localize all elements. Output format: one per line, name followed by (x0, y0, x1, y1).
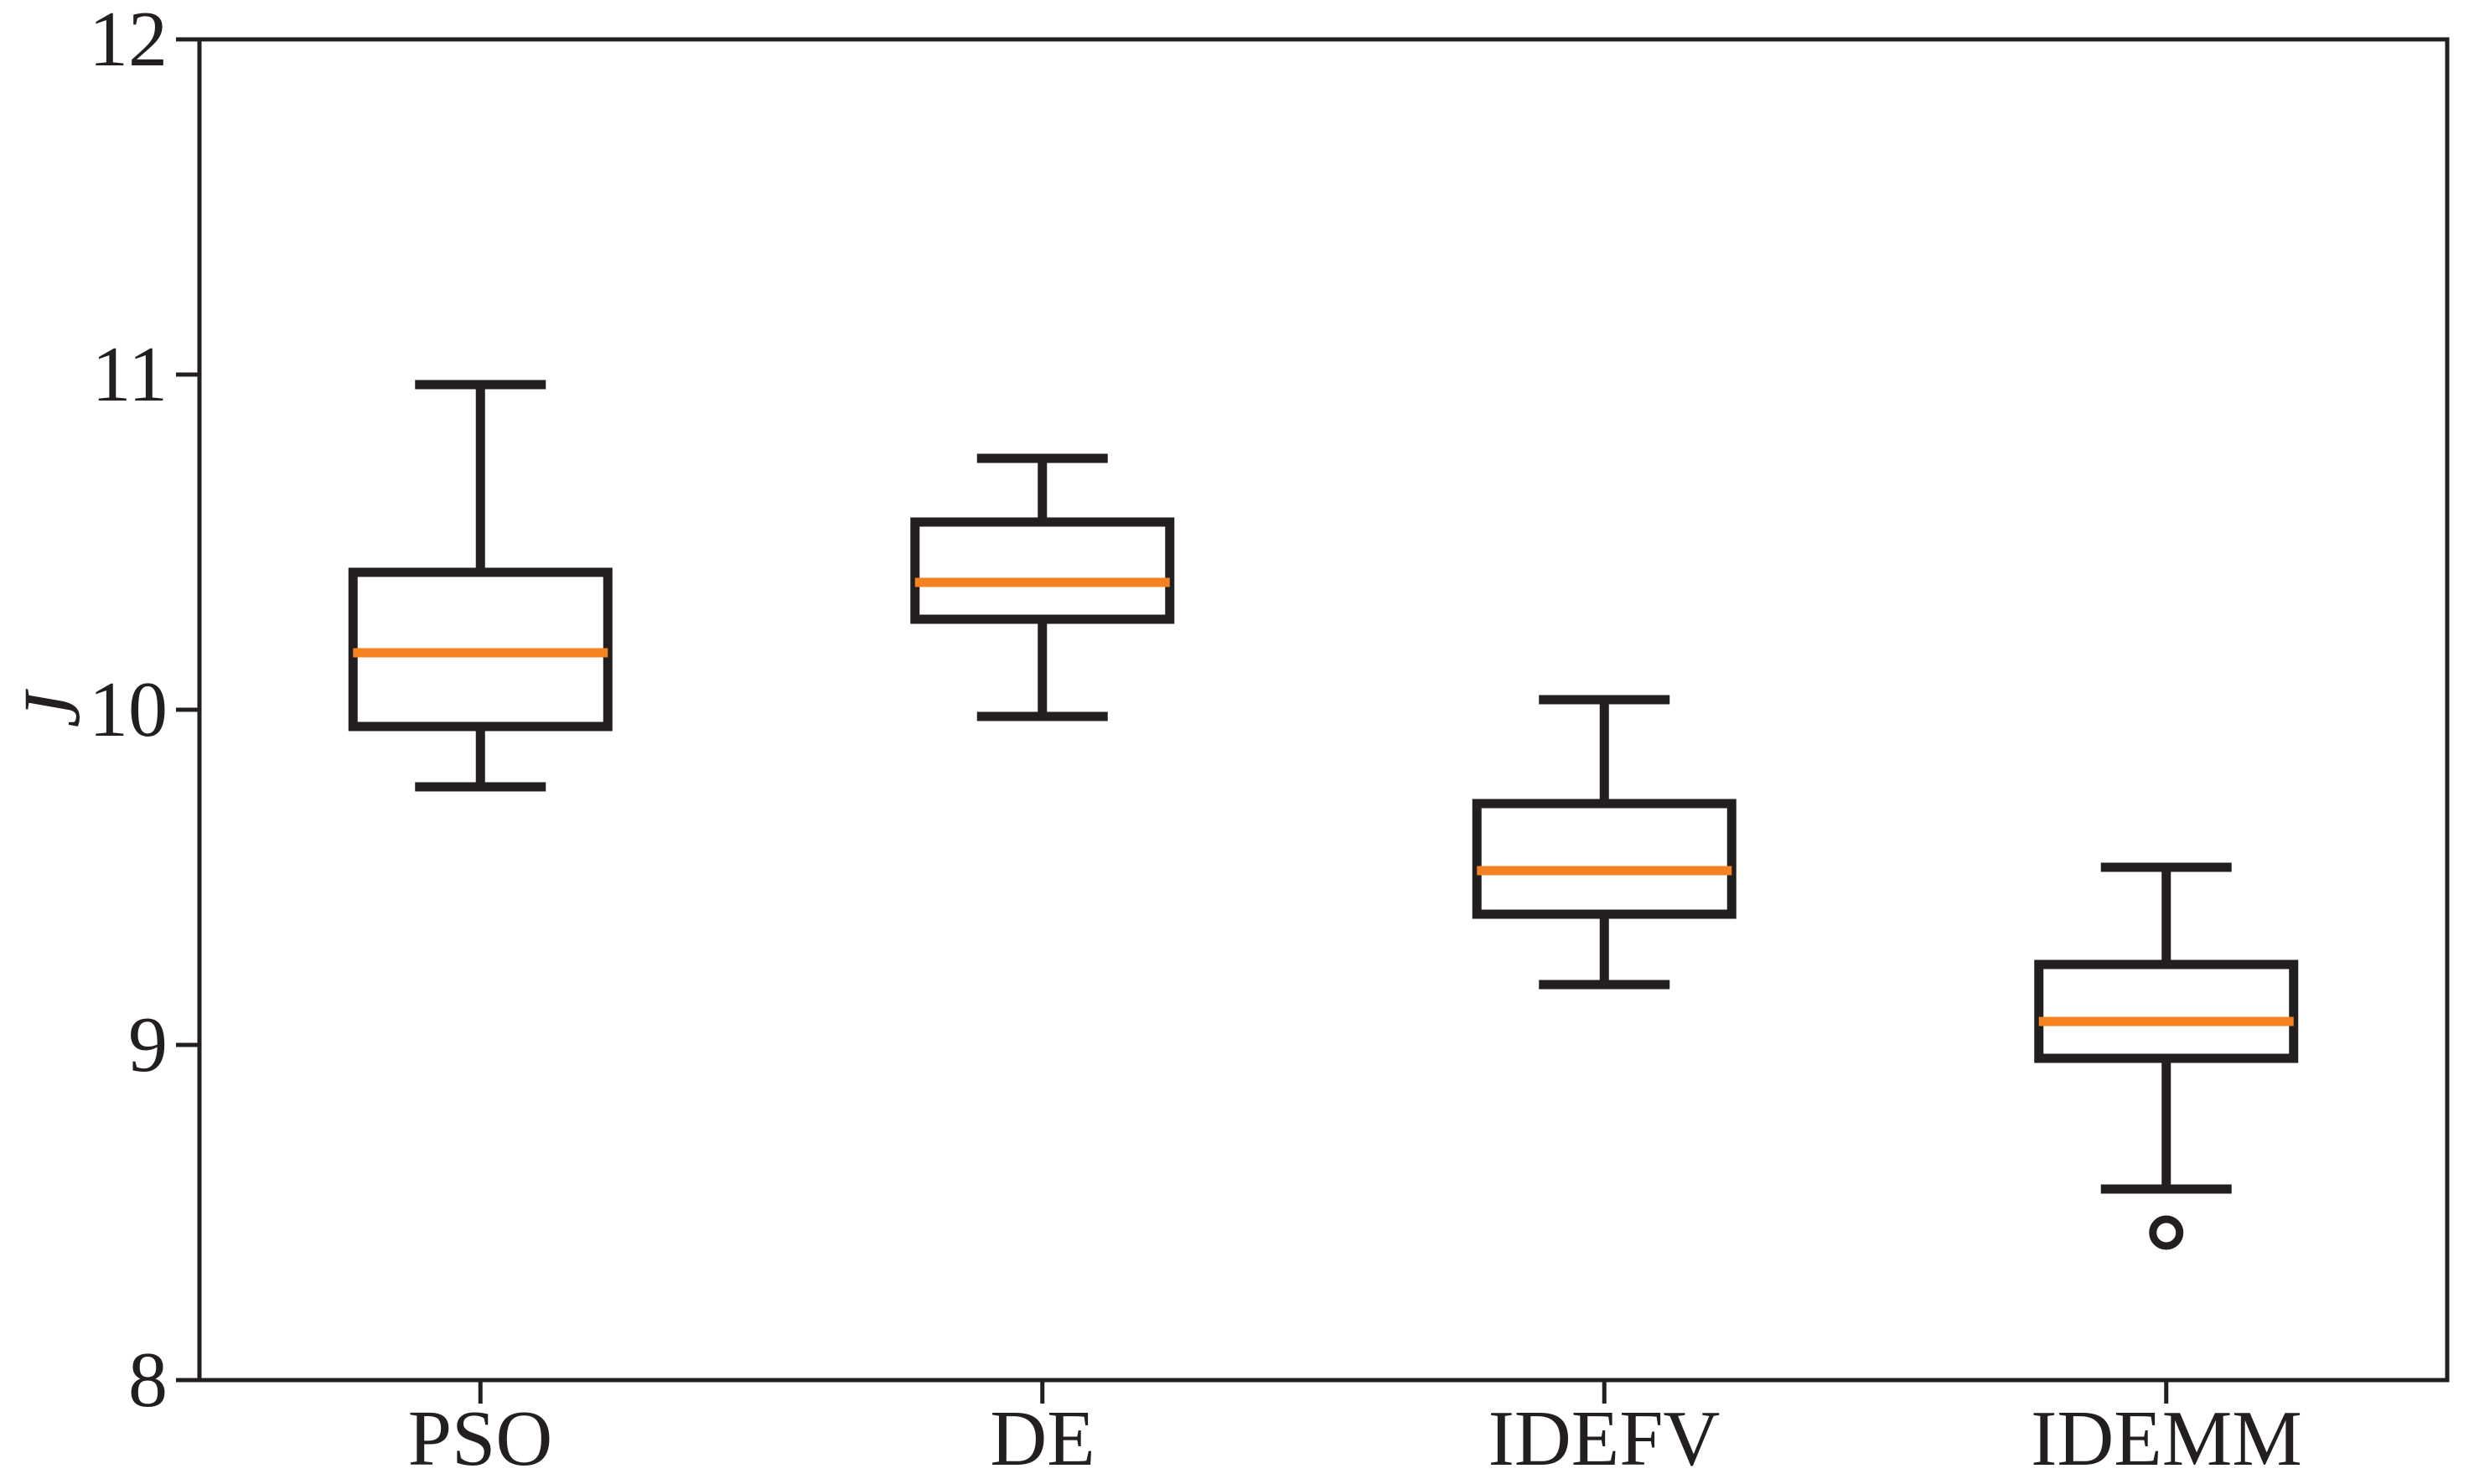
y-tick-label-8: 8 (128, 1337, 168, 1424)
iqr-box-idemm (2034, 959, 2299, 1063)
iqr-box-idefv (1472, 799, 1737, 919)
y-tick-label-12: 12 (89, 0, 168, 83)
y-tick-label-11: 11 (91, 331, 168, 418)
x-tick-label-pso: PSO (407, 1395, 553, 1482)
x-tick-label-idemm: IDEMM (2031, 1395, 2302, 1482)
x-tick-label-idefv: IDEFV (1488, 1395, 1721, 1482)
y-tick-label-10: 10 (89, 666, 168, 753)
iqr-box-de (910, 517, 1175, 624)
x-tick-label-de: DE (990, 1395, 1095, 1482)
y-tick-label-9: 9 (128, 1001, 168, 1088)
outlier-idemm-0 (2149, 1215, 2184, 1250)
